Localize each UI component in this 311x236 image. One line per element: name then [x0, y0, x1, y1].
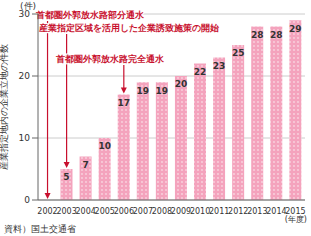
svg-text:22: 22 — [194, 67, 207, 77]
svg-text:2010: 2010 — [190, 207, 210, 214]
svg-text:17: 17 — [117, 98, 130, 108]
html-text:(年度): (年度) — [284, 215, 307, 224]
svg-text:2015: 2015 — [285, 207, 303, 214]
svg-text:2006: 2006 — [114, 207, 134, 214]
svg-text:20: 20 — [175, 79, 188, 89]
svg-text:2011: 2011 — [209, 207, 229, 214]
svg-text:0: 0 — [24, 195, 30, 205]
html-text:(件): (件) — [20, 1, 36, 11]
svg-text:20: 20 — [19, 71, 31, 81]
svg-text:23: 23 — [213, 61, 226, 71]
svg-text:7: 7 — [82, 160, 88, 170]
svg-text:2008: 2008 — [152, 207, 172, 214]
svg-text:産業指定地内の企業立地の件数: 産業指定地内の企業立地の件数 — [8, 44, 9, 170]
svg-text:10: 10 — [19, 133, 31, 143]
svg-text:2004: 2004 — [75, 207, 95, 214]
svg-text:2009: 2009 — [171, 207, 191, 214]
svg-text:28: 28 — [270, 30, 283, 40]
svg-text:29: 29 — [289, 24, 302, 34]
svg-text:首都圏外郭放水路完全通水: 首都圏外郭放水路完全通水 — [55, 54, 165, 64]
svg-text:2003: 2003 — [56, 207, 76, 214]
html-text:資料）国土交通省: 資料）国土交通省 — [4, 224, 76, 234]
svg-text:25: 25 — [232, 48, 245, 58]
svg-text:首都圏外郭放水路部分通水: 首都圏外郭放水路部分通水 — [35, 10, 145, 20]
svg-text:2002: 2002 — [37, 207, 57, 214]
svg-text:5: 5 — [63, 172, 69, 182]
svg-text:30: 30 — [19, 9, 31, 19]
svg-text:2012: 2012 — [228, 207, 248, 214]
svg-text:2013: 2013 — [247, 207, 267, 214]
svg-text:2005: 2005 — [95, 207, 115, 214]
svg-text:19: 19 — [156, 86, 169, 96]
svg-text:28: 28 — [251, 30, 264, 40]
svg-text:10: 10 — [98, 141, 111, 151]
svg-text:2007: 2007 — [133, 207, 153, 214]
svg-text:2014: 2014 — [266, 207, 286, 214]
svg-text:産業指定区域を活用した企業誘致施策の開始: 産業指定区域を活用した企業誘致施策の開始 — [38, 23, 220, 33]
svg-text:19: 19 — [137, 86, 150, 96]
